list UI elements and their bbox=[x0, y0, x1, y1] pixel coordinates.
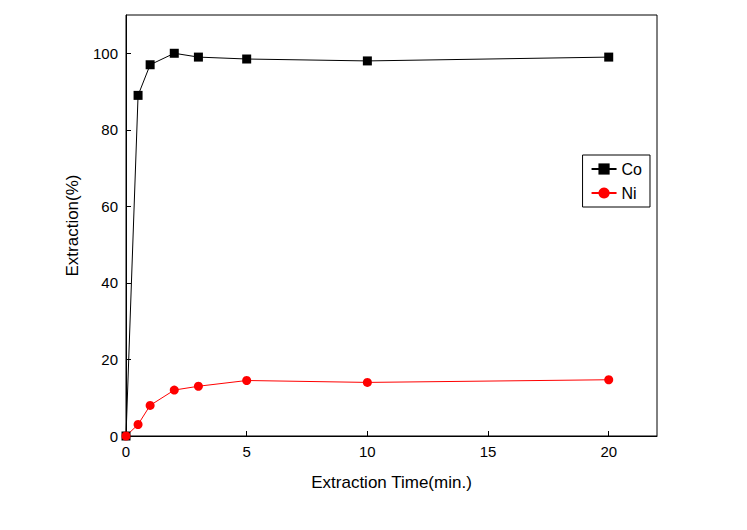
svg-text:Extraction Time(min.): Extraction Time(min.) bbox=[311, 473, 472, 492]
svg-text:Extraction(%): Extraction(%) bbox=[63, 174, 82, 276]
svg-text:20: 20 bbox=[101, 351, 118, 368]
svg-text:15: 15 bbox=[480, 443, 497, 460]
svg-text:10: 10 bbox=[359, 443, 376, 460]
svg-text:80: 80 bbox=[101, 121, 118, 138]
svg-text:100: 100 bbox=[93, 45, 118, 62]
svg-text:20: 20 bbox=[600, 443, 617, 460]
svg-text:Co: Co bbox=[622, 161, 643, 178]
svg-text:0: 0 bbox=[122, 443, 130, 460]
svg-text:60: 60 bbox=[101, 198, 118, 215]
svg-text:5: 5 bbox=[243, 443, 251, 460]
svg-text:40: 40 bbox=[101, 274, 118, 291]
svg-text:0: 0 bbox=[110, 428, 118, 445]
svg-text:Ni: Ni bbox=[622, 185, 637, 202]
